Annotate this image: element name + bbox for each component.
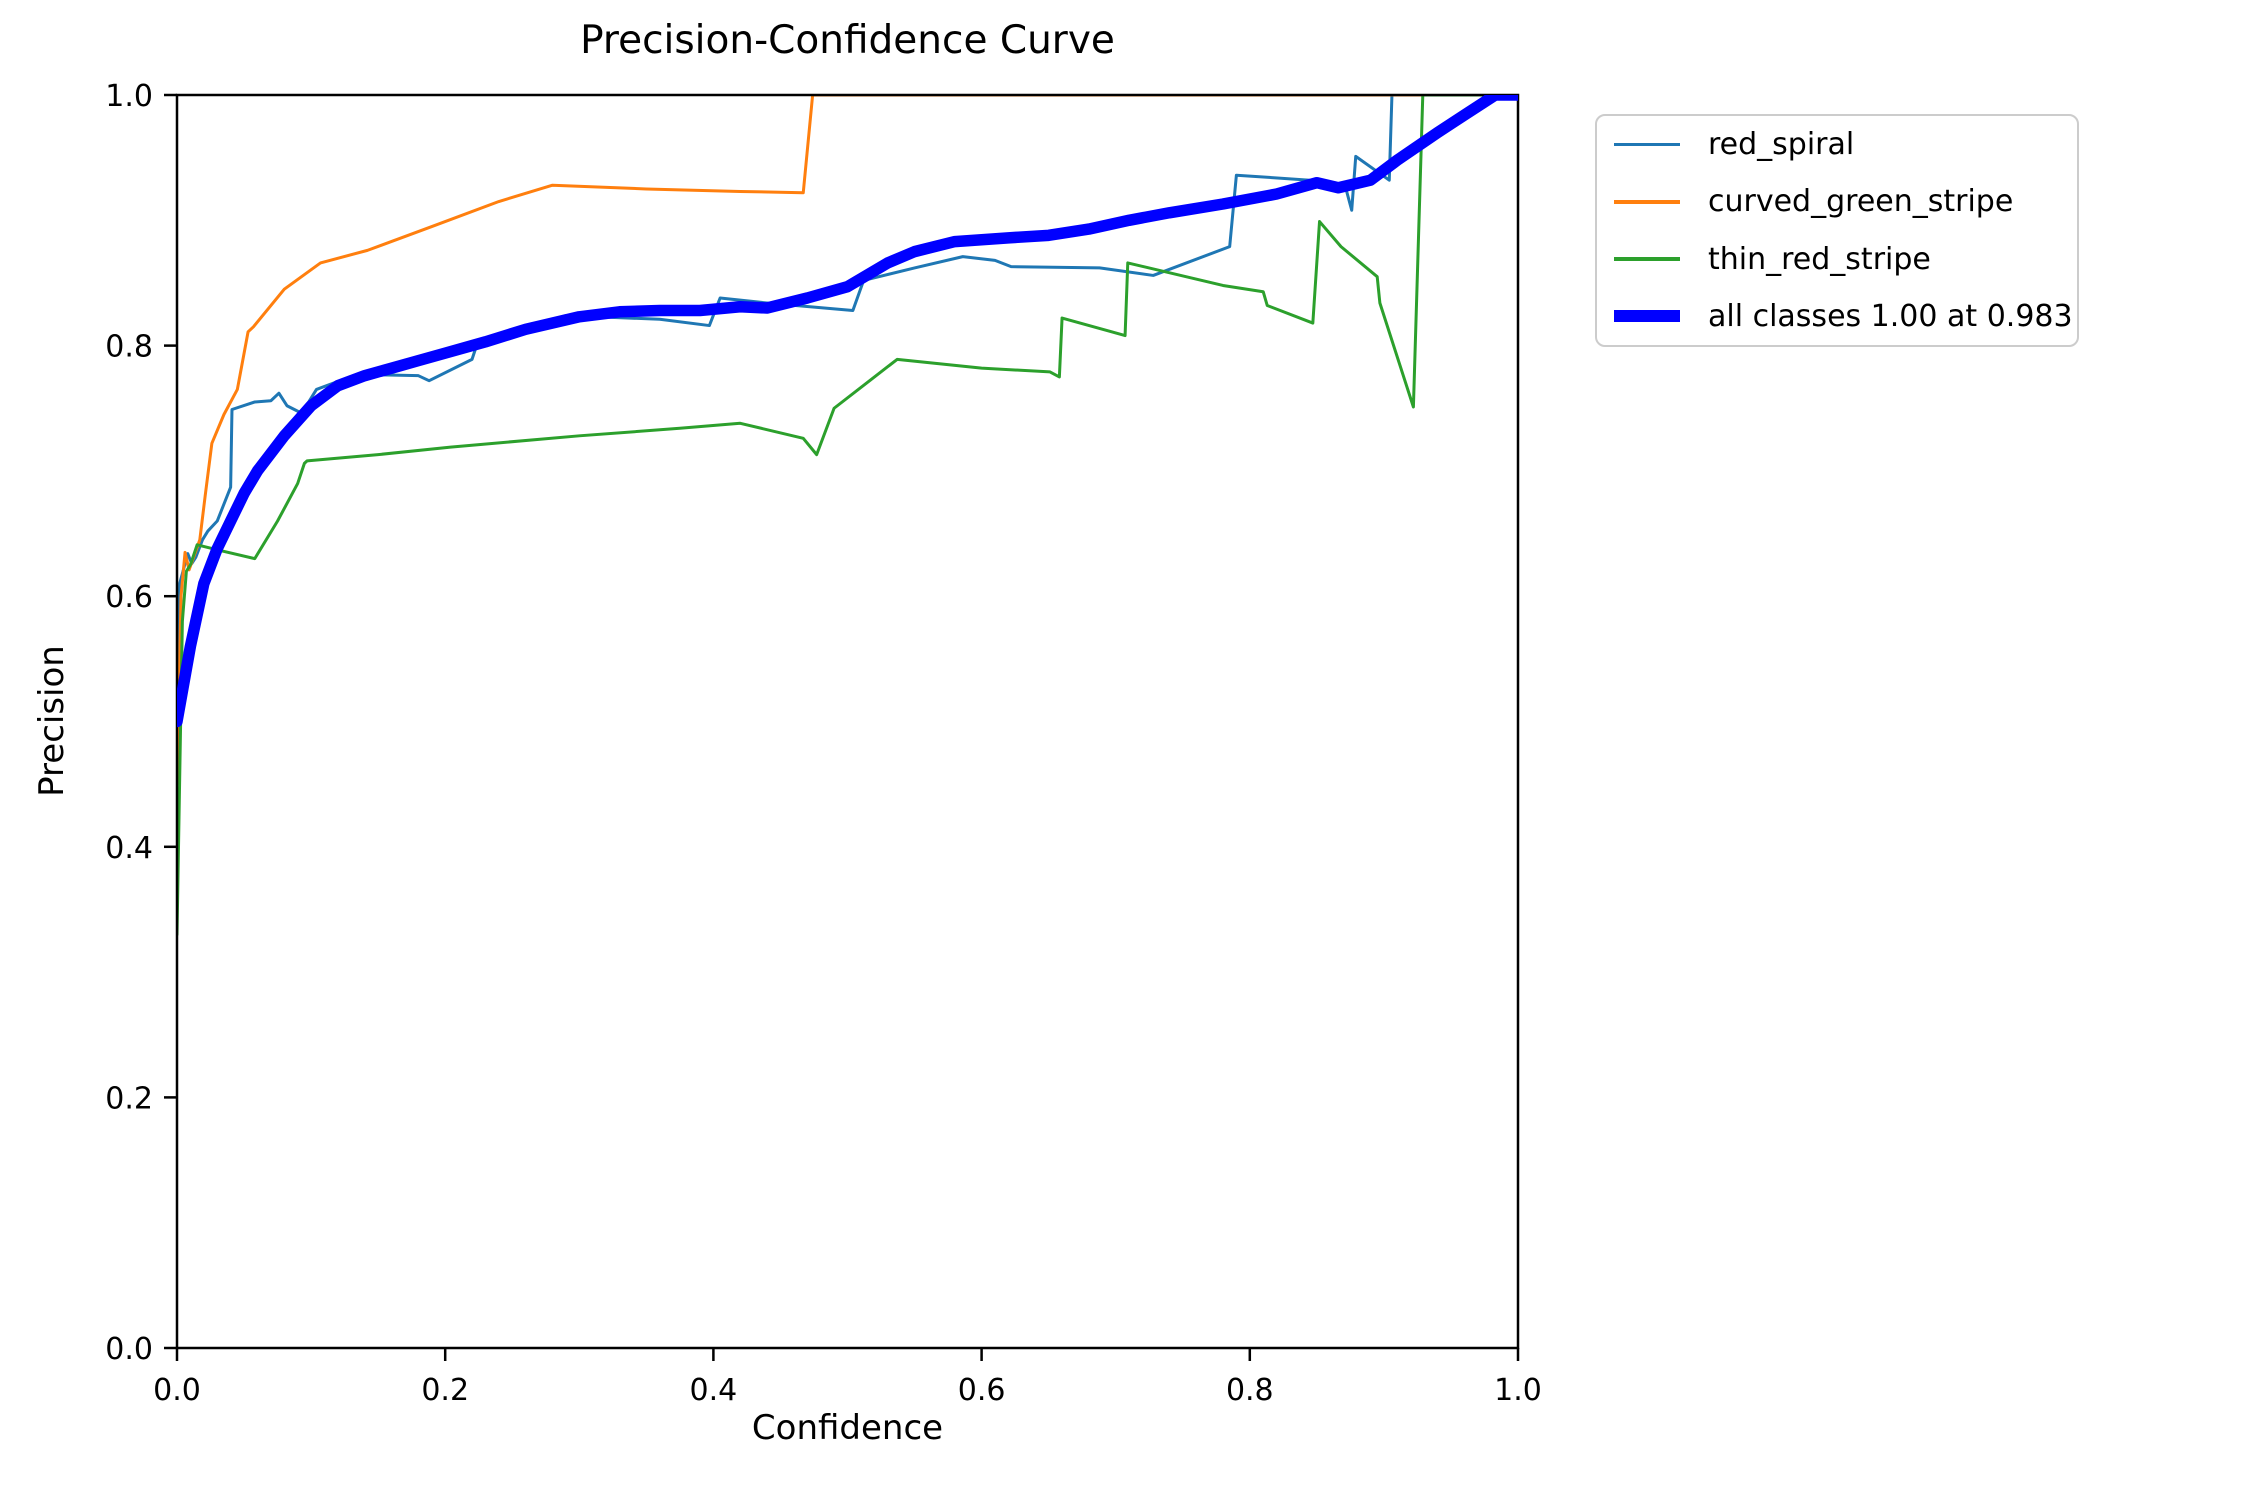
legend-label: curved_green_stripe	[1708, 184, 2014, 220]
legend: red_spiral curved_green_stripe thin_red_…	[1595, 114, 2079, 347]
chart-title: Precision-Confidence Curve	[580, 18, 1115, 63]
y-tick-label: 0.6	[105, 580, 153, 615]
legend-item-red-spiral: red_spiral	[1597, 116, 2077, 173]
x-tick-label: 0.0	[153, 1373, 201, 1408]
line-thin-red-stripe	[177, 95, 1518, 937]
legend-label: all classes 1.00 at 0.983	[1708, 298, 2073, 334]
x-tick-label: 0.8	[1226, 1373, 1274, 1408]
x-tick-label: 0.6	[958, 1373, 1006, 1408]
legend-line-sample	[1614, 257, 1680, 261]
legend-line-sample	[1614, 310, 1680, 323]
line-all-classes	[177, 95, 1518, 728]
y-axis-label: Precision	[32, 645, 72, 797]
y-tick-label: 1.0	[105, 79, 153, 114]
line-curved-green-stripe	[177, 95, 1518, 786]
series-lines	[177, 95, 1518, 937]
y-tick-label: 0.2	[105, 1081, 153, 1116]
legend-label: thin_red_stripe	[1708, 241, 1931, 277]
legend-line-sample	[1614, 200, 1680, 204]
x-tick-label: 0.2	[421, 1373, 469, 1408]
legend-line-sample	[1614, 142, 1680, 147]
x-tick-label: 0.4	[690, 1373, 738, 1408]
y-tick-label: 0.0	[105, 1332, 153, 1367]
legend-item-thin-red-stripe: thin_red_stripe	[1597, 231, 2077, 288]
legend-item-all-classes: all classes 1.00 at 0.983	[1597, 288, 2077, 345]
x-tick-label: 1.0	[1494, 1373, 1542, 1408]
legend-label: red_spiral	[1708, 127, 1855, 163]
legend-item-curved-green-stripe: curved_green_stripe	[1597, 173, 2077, 230]
y-tick-label: 0.8	[105, 330, 153, 365]
series-emphasis	[177, 95, 1518, 728]
y-tick-label: 0.4	[105, 831, 153, 866]
x-axis-label: Confidence	[751, 1408, 944, 1448]
axes: 0.0 0.2 0.4 0.6 0.8 1.0 0.0 0.2 0.4 0.6 0.8 1.0	[105, 79, 1542, 1408]
